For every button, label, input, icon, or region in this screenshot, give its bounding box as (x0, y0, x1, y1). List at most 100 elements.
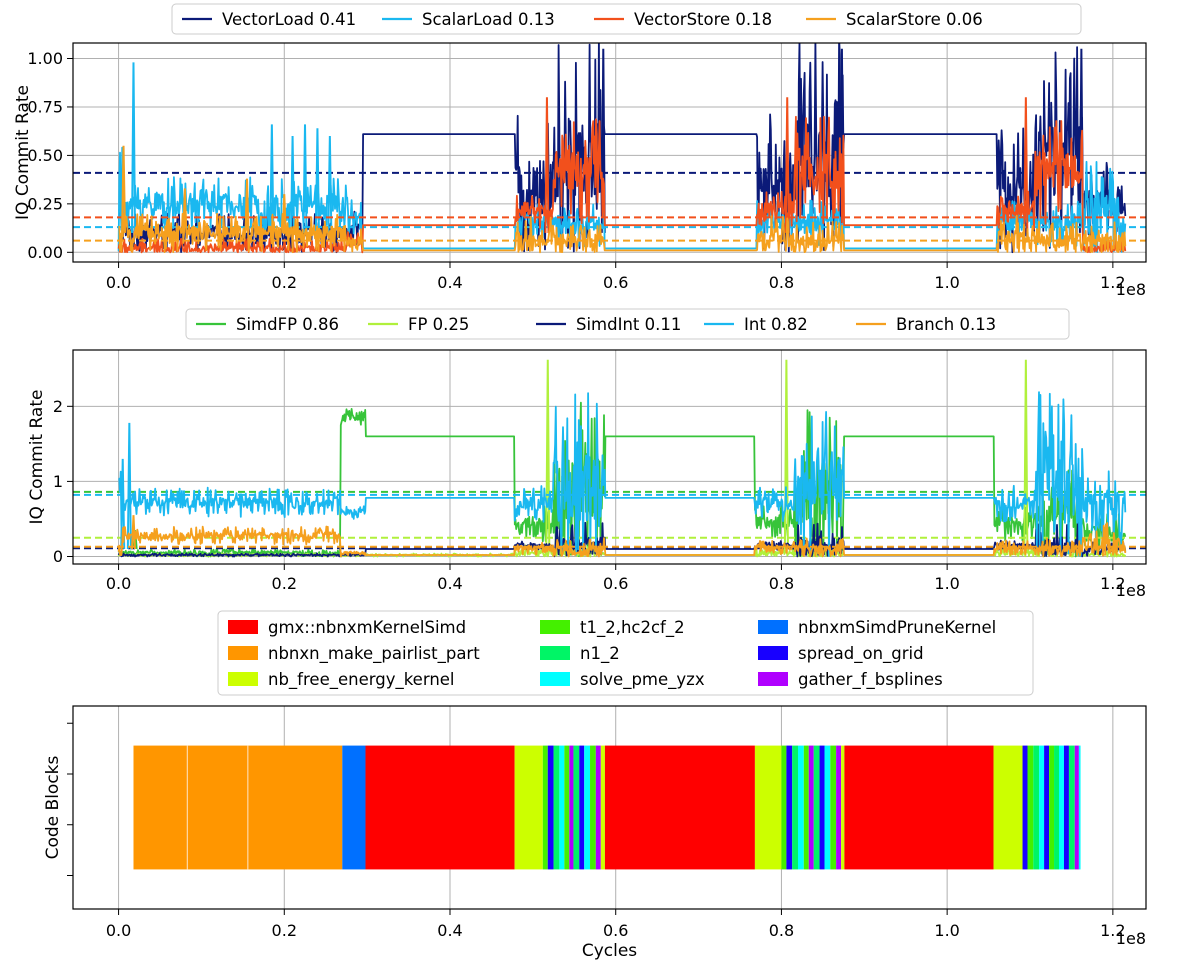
series-spike (244, 178, 250, 233)
y-tick-label: 0.25 (27, 194, 63, 213)
y-axis-label: Code Blocks (43, 755, 63, 859)
legend-swatch (228, 672, 258, 686)
y-tick-label: 1.00 (27, 49, 63, 68)
series-spike (544, 97, 550, 233)
legend: VectorLoad 0.41 ScalarLoad 0.13 VectorStor… (171, 3, 1082, 35)
legend-label: Branch 0.13 (896, 315, 996, 334)
x-scale-offset: 1e8 (1116, 581, 1146, 600)
grid (73, 350, 1146, 564)
plot-frame (72, 349, 1147, 565)
code-block-span (754, 745, 782, 870)
legend-swatch (540, 672, 570, 686)
x-tick-label: 1.0 (934, 574, 959, 593)
y-tick-label: 0 (53, 547, 63, 566)
series-spike (1023, 359, 1029, 549)
legend-label: ScalarStore 0.06 (846, 10, 983, 29)
legend-label: solve_pme_yzx (580, 670, 705, 690)
plot-frame (72, 705, 1147, 910)
legend-item: nb_free_energy_kernel (228, 670, 455, 690)
legend-item: nbnxmSimdPruneKernel (758, 618, 996, 637)
code-block-span (1049, 745, 1055, 870)
series-spike (269, 124, 275, 233)
code-block-span (604, 745, 755, 870)
series-spike (327, 136, 333, 233)
x-tick-label: 0.0 (106, 574, 131, 593)
code-block-span (547, 745, 554, 870)
chart-panel-code-blocks: 0.0 0.2 0.4 0.6 0.8 1.0 1.2 Code Blocks Cycles 1e… (43, 610, 1147, 961)
legend-swatch (758, 672, 788, 686)
code-block-span (553, 745, 560, 870)
code-block-span (584, 745, 591, 870)
code-block-span (830, 745, 837, 870)
x-tick-label: 0.2 (272, 273, 297, 292)
x-tick-label: 0.8 (769, 574, 794, 593)
legend-item: gmx::nbnxmKernelSimd (228, 618, 466, 637)
legend-item: VectorStore 0.18 (594, 10, 772, 29)
x-scale-offset: 1e8 (1116, 280, 1146, 299)
legend-item: Branch 0.13 (856, 315, 996, 334)
plot-frame (72, 42, 1147, 263)
series-spike (121, 145, 127, 233)
series-spike (290, 136, 296, 233)
y-tick-label: 2 (53, 397, 63, 416)
code-block-span (841, 745, 845, 870)
y-axis-label: IQ Commit Rate (27, 390, 47, 525)
series-line (118, 43, 1127, 254)
code-block-span (813, 745, 820, 870)
legend-box (185, 308, 1070, 340)
code-block-span (1063, 745, 1069, 870)
code-block-span (798, 745, 804, 870)
code-block-span (1039, 745, 1045, 870)
x-tick-label: 0.0 (106, 273, 131, 292)
series-line (117, 522, 1127, 558)
x-tick-label: 0.6 (603, 273, 628, 292)
y-tick-label: 0.75 (27, 97, 63, 116)
legend-item: nbnxn_make_pairlist_part (228, 644, 480, 664)
x-tick-label: 0.6 (603, 574, 628, 593)
code-block-span (514, 745, 543, 870)
y-tick-label: 0.50 (27, 146, 63, 165)
series-spike (281, 194, 287, 233)
x-tick-label: 0.4 (437, 921, 462, 940)
x-tick-label: 1.0 (934, 273, 959, 292)
code-block-span (1074, 745, 1079, 870)
legend-label: nb_free_energy_kernel (268, 670, 455, 690)
code-block-span (1022, 745, 1028, 870)
code-block-span (792, 745, 798, 870)
code-block-span (836, 745, 842, 870)
series-line (118, 212, 1127, 254)
code-block-span (1068, 745, 1075, 870)
x-tick-label: 0.2 (272, 574, 297, 593)
code-block-bars (133, 745, 1081, 870)
x-axis-label: Cycles (582, 941, 637, 961)
series-spike (314, 128, 320, 233)
series-line (118, 401, 1127, 558)
series-spike (126, 422, 132, 549)
code-block-span (844, 745, 994, 870)
legend-label: Int 0.82 (744, 315, 808, 334)
legend-label: nbnxn_make_pairlist_part (268, 644, 480, 664)
code-block-span (564, 745, 570, 870)
series-spike (784, 97, 790, 233)
series-line (117, 146, 1127, 253)
legend-item: VectorLoad 0.41 (182, 10, 356, 29)
legend-item: gather_f_bsplines (758, 670, 943, 690)
code-block-span (993, 745, 1023, 870)
plot-area (73, 43, 1146, 254)
x-tick-label: 1.2 (1100, 921, 1125, 940)
plot-area (73, 359, 1146, 558)
code-block-span (803, 745, 809, 870)
code-block-span (1033, 745, 1040, 870)
code-block-span (1044, 745, 1050, 870)
series-spike (120, 458, 126, 549)
legend-label: SimdFP 0.86 (236, 315, 339, 334)
x-scale-offset: 1e8 (1116, 929, 1146, 948)
x-tick-label: 0.6 (603, 921, 628, 940)
series-spike (545, 359, 551, 549)
x-tick-label: 0.2 (272, 921, 297, 940)
y-axis-label: IQ Commit Rate (13, 85, 33, 220)
code-block-span (786, 745, 793, 870)
legend-item: t1_2,hc2cf_2 (540, 618, 685, 638)
legend-swatch (758, 620, 788, 634)
legend-item: ScalarLoad 0.13 (382, 10, 555, 29)
